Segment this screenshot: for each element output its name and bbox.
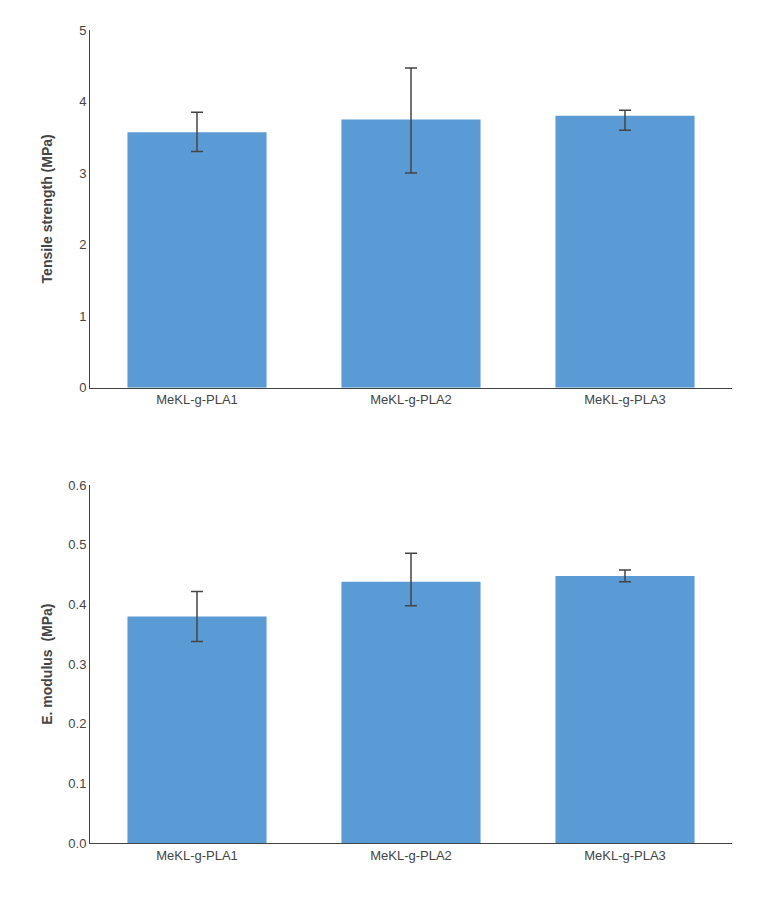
svg-text:MeKL-g-PLA3: MeKL-g-PLA3 bbox=[584, 848, 666, 863]
svg-text:0.0: 0.0 bbox=[68, 836, 86, 851]
svg-text:4: 4 bbox=[79, 94, 86, 109]
svg-text:MeKL-g-PLA1: MeKL-g-PLA1 bbox=[156, 392, 238, 407]
svg-text:1: 1 bbox=[79, 309, 86, 324]
svg-text:5: 5 bbox=[79, 23, 86, 38]
svg-text:0.3: 0.3 bbox=[68, 657, 86, 672]
svg-text:0.2: 0.2 bbox=[68, 716, 86, 731]
svg-text:E. modulus (MPa): E. modulus (MPa) bbox=[39, 603, 55, 724]
svg-text:0.6: 0.6 bbox=[68, 478, 86, 493]
svg-text:MeKL-g-PLA1: MeKL-g-PLA1 bbox=[156, 848, 238, 863]
svg-text:3: 3 bbox=[79, 166, 86, 181]
svg-text:2: 2 bbox=[79, 237, 86, 252]
svg-text:MeKL-g-PLA3: MeKL-g-PLA3 bbox=[584, 392, 666, 407]
svg-text:0.1: 0.1 bbox=[68, 776, 86, 791]
svg-text:MeKL-g-PLA2: MeKL-g-PLA2 bbox=[370, 392, 452, 407]
svg-text:0: 0 bbox=[79, 380, 86, 395]
svg-text:Tensile strength (MPa): Tensile strength (MPa) bbox=[39, 134, 55, 283]
svg-text:MeKL-g-PLA2: MeKL-g-PLA2 bbox=[370, 848, 452, 863]
svg-text:0.4: 0.4 bbox=[68, 597, 86, 612]
svg-text:0.5: 0.5 bbox=[68, 537, 86, 552]
